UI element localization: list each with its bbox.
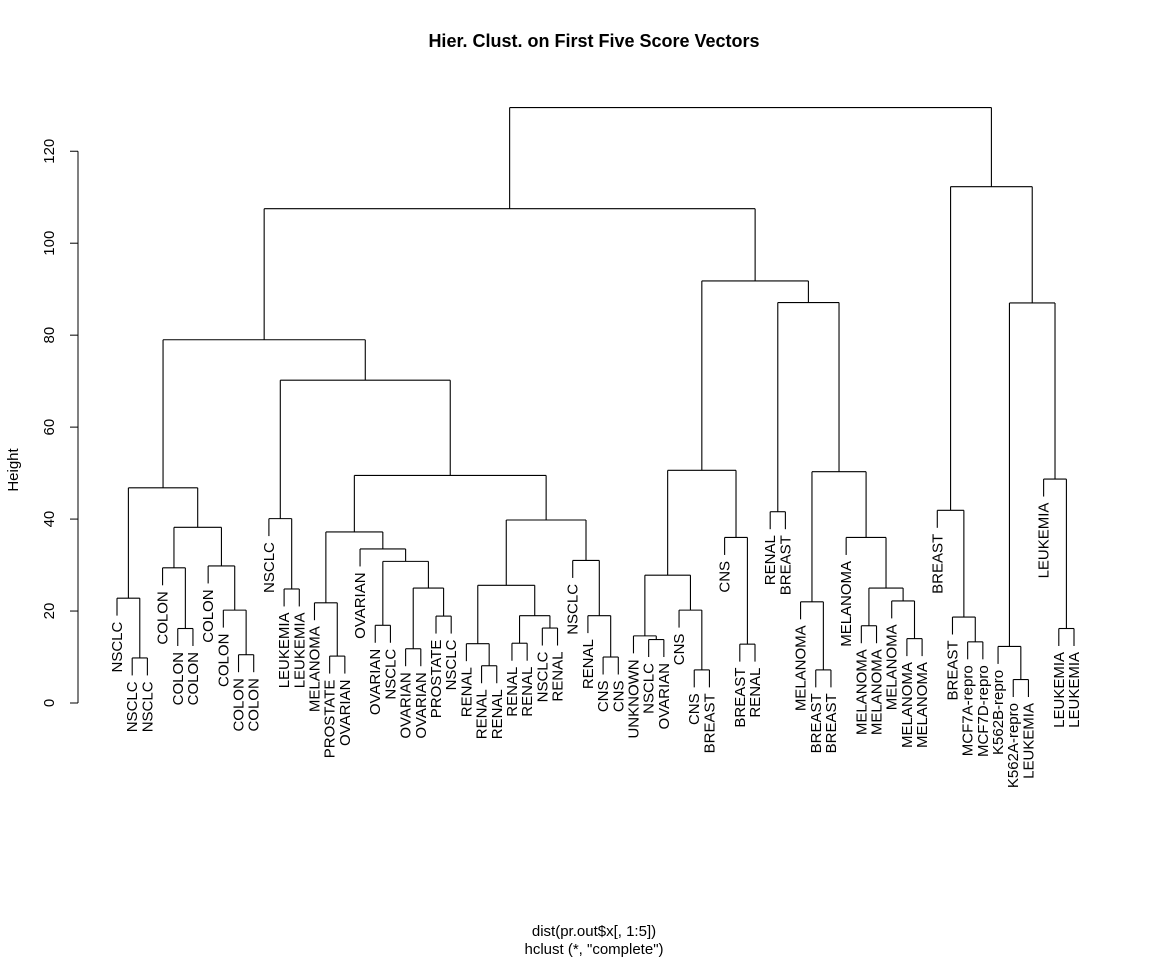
leaf-label: COLON xyxy=(231,678,248,731)
y-tick-label: 20 xyxy=(41,603,58,620)
leaf-label: NSCLC xyxy=(124,681,141,732)
leaf-label: MELANOMA xyxy=(306,626,323,712)
leaf-label: COLON xyxy=(246,678,263,731)
y-tick-label: 60 xyxy=(41,419,58,436)
leaf-label: BREAST xyxy=(732,668,749,728)
y-tick-label: 100 xyxy=(41,231,58,256)
leaf-label: COLON xyxy=(155,591,172,644)
leaf-label: NSCLC xyxy=(565,584,582,635)
leaf-label: MELANOMA xyxy=(853,649,870,735)
leaf-label: LEUKEMIA xyxy=(1020,703,1037,779)
leaf-label: OVARIAN xyxy=(398,672,415,738)
leaf-label: LEUKEMIA xyxy=(1051,652,1068,728)
leaf-label: RENAL xyxy=(489,689,506,739)
leaf-label: BREAST xyxy=(808,693,825,753)
leaf-label: NSCLC xyxy=(641,663,658,714)
leaf-label: COLON xyxy=(170,652,187,705)
y-tick-label: 0 xyxy=(41,699,58,707)
y-tick-label: 80 xyxy=(41,327,58,344)
leaf-label: BREAST xyxy=(777,535,794,595)
leaf-labels: NSCLCNSCLCNSCLCCOLONCOLONCOLONCOLONCOLON… xyxy=(109,503,1083,789)
leaf-label: MELANOMA xyxy=(884,624,901,710)
leaf-label: RENAL xyxy=(504,667,521,717)
leaf-label: NSCLC xyxy=(443,639,460,690)
leaf-label: OVARIAN xyxy=(337,680,354,746)
leaf-label: RENAL xyxy=(519,667,536,717)
y-axis: 0 20 40 60 80 100 120 xyxy=(41,139,79,707)
leaf-label: OVARIAN xyxy=(413,672,430,738)
leaf-label: RENAL xyxy=(762,535,779,585)
leaf-label: CNS xyxy=(595,680,612,712)
leaf-label: BREAST xyxy=(823,693,840,753)
dendrogram-tree xyxy=(116,107,1075,698)
x-axis-label: dist(pr.out$x[, 1:5]) xyxy=(532,923,656,940)
leaf-label: OVARIAN xyxy=(656,663,673,729)
leaf-label: CNS xyxy=(610,680,627,712)
leaf-label: LEUKEMIA xyxy=(1036,503,1053,579)
leaf-label: BREAST xyxy=(929,534,946,594)
leaf-label: COLON xyxy=(215,634,232,687)
leaf-label: K562B-repro xyxy=(990,670,1007,755)
leaf-label: OVARIAN xyxy=(367,649,384,715)
leaf-label: CNS xyxy=(717,561,734,593)
leaf-label: PROSTATE xyxy=(322,680,339,759)
leaf-label: NSCLC xyxy=(261,542,278,593)
y-tick-label: 40 xyxy=(41,511,58,528)
leaf-label: RENAL xyxy=(580,639,597,689)
leaf-label: RENAL xyxy=(550,652,567,702)
leaf-label: NSCLC xyxy=(109,621,126,672)
leaf-label: MCF7A-repro xyxy=(960,665,977,756)
y-tick-label: 120 xyxy=(41,139,58,164)
leaf-label: MELANOMA xyxy=(869,649,886,735)
leaf-label: MELANOMA xyxy=(914,662,931,748)
leaf-label: LEUKEMIA xyxy=(291,612,308,688)
leaf-label: CNS xyxy=(671,634,688,666)
leaf-label: BREAST xyxy=(944,640,961,700)
leaf-label: MCF7D-repro xyxy=(975,665,992,757)
leaf-label: K562A-repro xyxy=(1005,703,1022,788)
leaf-label: NSCLC xyxy=(382,649,399,700)
leaf-label: RENAL xyxy=(747,668,764,718)
leaf-label: MELANOMA xyxy=(899,662,916,748)
leaf-label: BREAST xyxy=(701,693,718,753)
x-axis-sublabel: hclust (*, "complete") xyxy=(524,941,663,958)
leaf-label: LEUKEMIA xyxy=(276,612,293,688)
leaf-label: OVARIAN xyxy=(352,572,369,638)
leaf-label: COLON xyxy=(185,652,202,705)
leaf-label: NSCLC xyxy=(534,651,551,702)
leaf-label: MELANOMA xyxy=(838,561,855,647)
leaf-label: RENAL xyxy=(458,667,475,717)
leaf-label: RENAL xyxy=(474,689,491,739)
leaf-label: PROSTATE xyxy=(428,640,445,719)
leaf-label: CNS xyxy=(686,693,703,725)
leaf-label: UNKNOWN xyxy=(625,659,642,738)
y-axis-label: Height xyxy=(5,447,22,491)
leaf-label: LEUKEMIA xyxy=(1066,652,1083,728)
chart-title: Hier. Clust. on First Five Score Vectors xyxy=(428,31,759,51)
leaf-label: MELANOMA xyxy=(793,625,810,711)
leaf-label: COLON xyxy=(200,589,217,642)
leaf-label: NSCLC xyxy=(139,681,156,732)
